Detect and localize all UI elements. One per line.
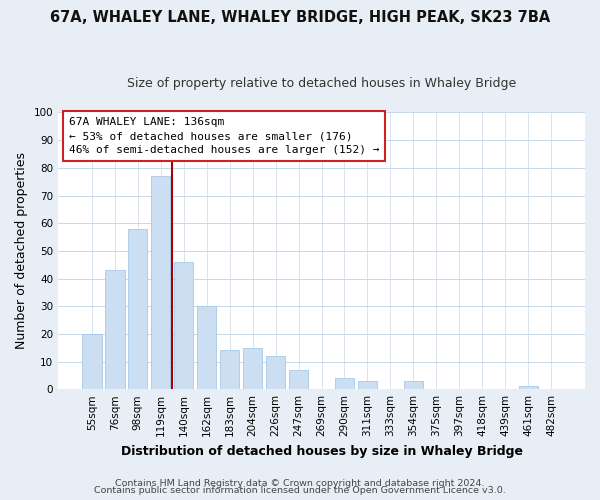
Bar — [358, 381, 377, 389]
Bar — [289, 370, 308, 389]
Bar — [518, 386, 538, 389]
X-axis label: Distribution of detached houses by size in Whaley Bridge: Distribution of detached houses by size … — [121, 444, 523, 458]
Bar — [266, 356, 286, 389]
Bar — [82, 334, 101, 389]
Title: Size of property relative to detached houses in Whaley Bridge: Size of property relative to detached ho… — [127, 78, 516, 90]
Bar — [404, 381, 423, 389]
Y-axis label: Number of detached properties: Number of detached properties — [15, 152, 28, 350]
Bar — [243, 348, 262, 389]
Bar — [105, 270, 125, 389]
Text: 67A WHALEY LANE: 136sqm
← 53% of detached houses are smaller (176)
46% of semi-d: 67A WHALEY LANE: 136sqm ← 53% of detache… — [68, 116, 379, 156]
Bar — [220, 350, 239, 389]
Bar — [128, 228, 148, 389]
Bar — [151, 176, 170, 389]
Text: Contains public sector information licensed under the Open Government Licence v3: Contains public sector information licen… — [94, 486, 506, 495]
Text: 67A, WHALEY LANE, WHALEY BRIDGE, HIGH PEAK, SK23 7BA: 67A, WHALEY LANE, WHALEY BRIDGE, HIGH PE… — [50, 10, 550, 25]
Bar — [174, 262, 193, 389]
Bar — [197, 306, 217, 389]
Text: Contains HM Land Registry data © Crown copyright and database right 2024.: Contains HM Land Registry data © Crown c… — [115, 478, 485, 488]
Bar — [335, 378, 354, 389]
